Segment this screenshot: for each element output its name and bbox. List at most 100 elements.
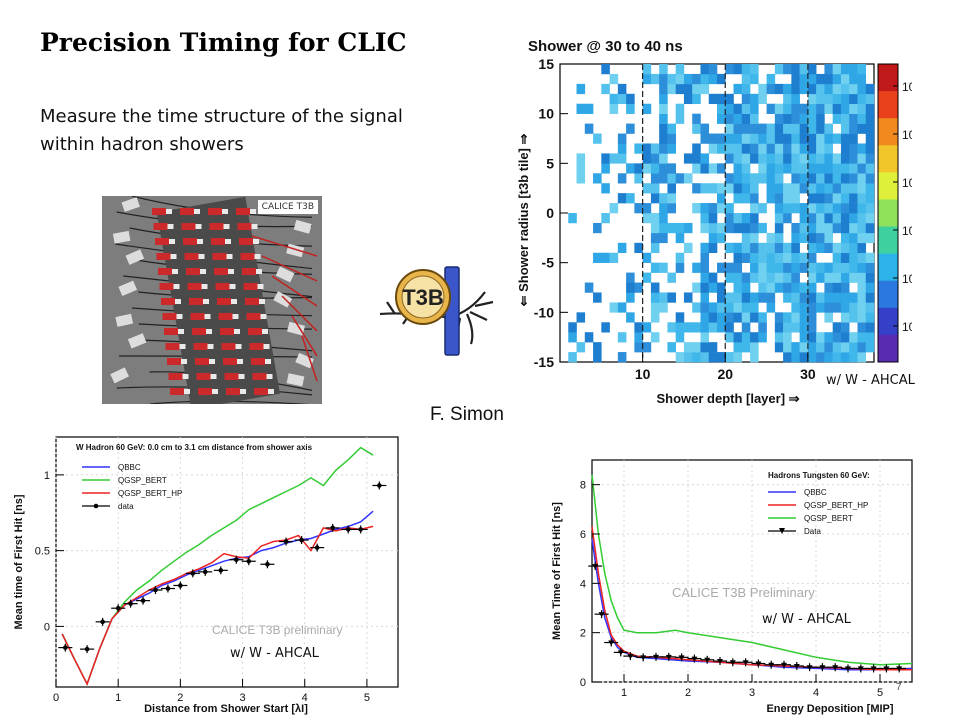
heatmap-cell	[692, 123, 701, 134]
heatmap-cell	[832, 73, 842, 85]
heatmap-cell	[708, 222, 718, 234]
heatmap-cell	[816, 173, 825, 184]
heatmap-cell	[675, 103, 685, 114]
heatmap-cell	[807, 153, 817, 164]
heatmap-cell	[857, 203, 867, 214]
heatmap-cell	[717, 143, 726, 154]
heatmap-cell	[807, 302, 817, 313]
heatmap-cell	[807, 133, 817, 144]
heatmap-cell	[857, 312, 867, 323]
heatmap-cell	[617, 143, 627, 154]
heatmap-cell	[849, 242, 858, 254]
heatmap-ylabel: ⇐ Shower radius [t3b tile] ⇒	[516, 134, 531, 307]
heatmap-cell	[791, 113, 800, 124]
heatmap-xtick: 30	[800, 366, 816, 382]
distance-xtick: 2	[177, 692, 183, 704]
detector-tile	[218, 313, 233, 320]
heatmap-cell	[774, 262, 784, 273]
heatmap-cell	[849, 272, 858, 283]
detector-tile	[211, 238, 225, 245]
distance-series-line	[61, 525, 374, 686]
detector-tile	[248, 328, 262, 335]
heatmap-cell	[758, 163, 767, 174]
heatmap-cell	[708, 203, 718, 214]
heatmap-cell	[717, 113, 726, 124]
heatmap-cell	[849, 312, 858, 323]
detector-tile	[153, 223, 168, 230]
heatmap-cell	[807, 83, 817, 95]
heatmap-cell	[700, 282, 710, 293]
detector-tile	[187, 283, 202, 290]
heatmap-cell	[766, 123, 776, 134]
heatmap-cell	[783, 183, 792, 194]
heatmap-cell	[865, 232, 875, 244]
heatmap-cell	[683, 73, 693, 85]
heatmap-cell	[849, 342, 858, 353]
heatmap-cell	[741, 242, 751, 254]
heatmap-cell	[807, 183, 817, 194]
heatmap-cell	[816, 302, 825, 313]
distance-data-point	[173, 581, 188, 590]
heatmap-cell	[807, 113, 817, 124]
heatmap-cell	[650, 302, 660, 313]
heatmap-cell	[807, 262, 817, 273]
heatmap-cell	[667, 133, 676, 144]
heatmap-cell	[865, 312, 875, 323]
heatmap-cell	[774, 332, 784, 343]
energy-data-point	[594, 610, 609, 619]
heatmap-cell	[857, 193, 867, 204]
heatmap-cell	[741, 332, 751, 343]
energy-data-point	[841, 664, 855, 673]
colorbar-segment	[878, 226, 898, 255]
heatmap-cell	[675, 312, 685, 323]
heatmap-cell	[576, 153, 586, 164]
heatmap-cell	[725, 213, 734, 224]
heatmap-cell	[741, 183, 751, 194]
energy-data-point	[588, 562, 603, 571]
energy-data-point	[828, 663, 843, 672]
heatmap-cell	[865, 302, 875, 313]
heatmap-cell	[675, 352, 685, 363]
heatmap-cell	[807, 242, 817, 254]
heatmap-cell	[642, 103, 652, 114]
distance-data-point	[160, 584, 175, 593]
detector-tile	[208, 208, 222, 215]
distance-xtick: 5	[364, 692, 370, 704]
distance-annotation: w/ W - AHCAL	[230, 646, 319, 661]
heatmap-cell	[832, 93, 842, 105]
heatmap-cell	[824, 272, 833, 283]
heatmap-cell	[708, 302, 718, 313]
energy-chart: CALICE T3B Preliminary 1 2 3 4 5 0 2 4 6 8 Hadron…	[551, 459, 913, 715]
heatmap-cell	[832, 64, 842, 75]
energy-ytick: 4	[580, 578, 586, 590]
heatmap-cell	[683, 322, 693, 333]
heatmap-cell	[799, 203, 809, 214]
heatmap-cell	[840, 153, 850, 164]
heatmap-cell	[857, 153, 867, 164]
heatmap-cell	[832, 352, 842, 363]
heatmap-cell	[783, 332, 792, 343]
heatmap-cell	[774, 183, 784, 194]
heatmap-cell	[750, 232, 759, 244]
energy-data-point	[777, 660, 791, 669]
heatmap-cell	[816, 272, 825, 283]
heatmap-cell	[783, 282, 792, 293]
heatmap-cell	[634, 163, 643, 174]
detector-tile	[156, 253, 171, 260]
heatmap-cell	[683, 292, 693, 303]
heatmap-cell	[642, 272, 652, 283]
distance-legend-item: QGSP_BERT	[82, 476, 167, 485]
heatmap-cell	[733, 213, 743, 224]
heatmap-cell	[799, 282, 809, 293]
heatmap-cell	[791, 173, 800, 184]
heatmap-cell	[816, 242, 825, 254]
energy-data-point	[751, 659, 766, 668]
page-number: 7	[896, 682, 902, 693]
heatmap-cell	[659, 123, 668, 134]
detector-tile	[184, 253, 199, 260]
heatmap-cell	[741, 173, 751, 184]
distance-xtick: 0	[53, 692, 59, 704]
heatmap-cell	[650, 232, 660, 244]
energy-data-point	[713, 657, 727, 666]
heatmap-cell	[774, 232, 784, 244]
